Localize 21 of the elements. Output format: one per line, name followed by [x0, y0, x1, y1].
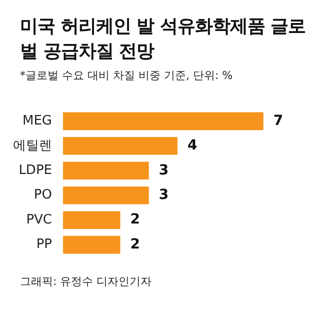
- y-tick-label: 에틸렌: [13, 138, 52, 154]
- bar: [63, 186, 149, 204]
- y-tick-label: PO: [34, 188, 52, 203]
- data-label: 3: [158, 162, 169, 178]
- data-label: 3: [158, 187, 169, 204]
- y-tick-label: LDPE: [18, 163, 52, 178]
- chart-title: 미국 허리케인 발 석유화학제품 글로벌 공급차질 전망: [20, 15, 307, 64]
- y-tick-label: PP: [36, 237, 52, 252]
- data-label: 4: [188, 138, 198, 154]
- bar: [63, 136, 178, 155]
- y-tick-label: MEG: [22, 114, 52, 129]
- text: 그래픽: 유정수 디자인기자: [20, 274, 152, 290]
- bar: [63, 236, 120, 254]
- data-label: 7: [273, 112, 284, 129]
- bar: [63, 211, 120, 230]
- bar: [63, 112, 264, 130]
- chart-subtitle: *글로벌 수요 대비 차질 비중 기준, 단위: %: [20, 68, 233, 83]
- y-tick-label: PVC: [26, 212, 52, 228]
- bar: [63, 162, 149, 180]
- data-label: 2: [130, 212, 140, 228]
- data-label: 2: [130, 236, 140, 252]
